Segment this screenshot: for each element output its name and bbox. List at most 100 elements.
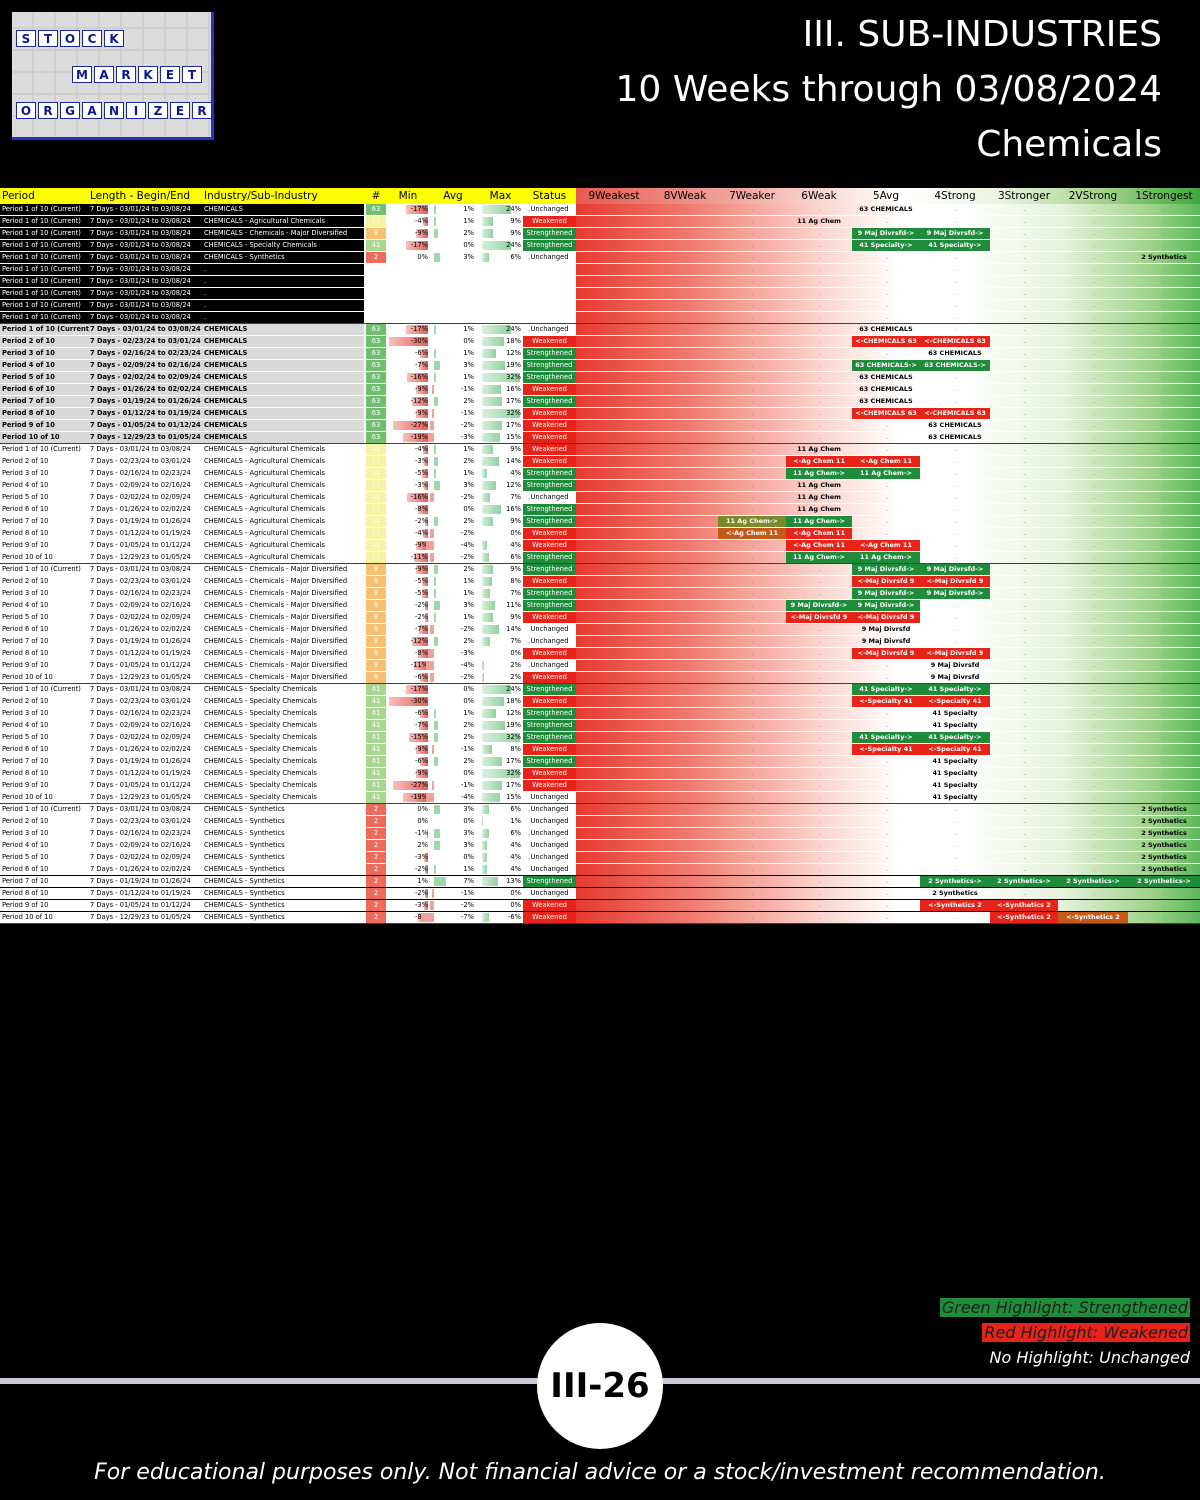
status-badge: Weakened — [523, 576, 576, 587]
count-cell: 41 — [366, 768, 386, 779]
empty-dot: . — [1024, 518, 1026, 525]
cell: 7 Days - 02/23/24 to 03/01/24 — [90, 577, 191, 585]
count-cell: 11 — [366, 468, 386, 479]
empty-dot: . — [685, 314, 687, 321]
avg-value: 2% — [463, 397, 474, 405]
cell: CHEMICALS — [204, 409, 248, 417]
avg-value: 3% — [463, 841, 474, 849]
empty-dot: . — [614, 914, 616, 921]
min-bar — [418, 721, 428, 730]
empty-dot: . — [685, 398, 687, 405]
avg-value: -2% — [460, 553, 474, 561]
empty-dot: . — [819, 362, 821, 369]
cell: 7 Days - 03/01/24 to 03/08/24 — [90, 289, 191, 297]
cell: CHEMICALS - Agricultural Chemicals — [204, 517, 325, 525]
min-value: -1% — [414, 829, 428, 837]
empty-dot: . — [1093, 350, 1095, 357]
status-badge: Weakened — [523, 336, 576, 347]
strength-marker: <-Specialty 41 — [920, 744, 990, 755]
empty-dot: . — [614, 770, 616, 777]
cell: CHEMICALS - Specialty Chemicals — [204, 745, 317, 753]
strength-marker: 41 Specialty — [932, 721, 978, 729]
min-bar — [424, 853, 428, 862]
max-value: 2% — [510, 673, 521, 681]
empty-dot: . — [819, 374, 821, 381]
status-badge: Unchanged — [530, 637, 569, 645]
empty-dot: . — [1164, 446, 1166, 453]
empty-dot: . — [819, 818, 821, 825]
avg-value: -2% — [460, 673, 474, 681]
status-badge: Unchanged — [530, 793, 569, 801]
empty-dot: . — [614, 830, 616, 837]
empty-dot: . — [1093, 626, 1095, 633]
table-row: Period 9 of 10 7 Days - 01/05/24 to 01/12… — [0, 900, 1200, 912]
cell: CHEMICALS — [204, 349, 248, 357]
min-value: -6% — [414, 349, 428, 357]
min-bar — [418, 625, 428, 634]
avg-bar — [434, 361, 440, 370]
status-badge: Strengthened — [523, 240, 576, 251]
cell: CHEMICALS — [204, 205, 243, 213]
strength-marker: 11 Ag Chem — [797, 445, 841, 453]
empty-dot: . — [819, 506, 821, 513]
empty-dot: . — [752, 650, 754, 657]
empty-dot: . — [1093, 302, 1095, 309]
min-value: -2% — [414, 601, 428, 609]
avg-bar — [434, 841, 440, 850]
empty-dot: . — [1024, 806, 1026, 813]
cell: Period 6 of 10 — [2, 865, 49, 873]
legend-strengthened: Green Highlight: Strengthened — [939, 1298, 1190, 1317]
empty-dot: . — [1164, 590, 1166, 597]
empty-dot: . — [1024, 386, 1026, 393]
strength-marker: <-Synthetics 2 — [990, 900, 1058, 911]
count-cell: 9 — [366, 228, 386, 239]
empty-dot: . — [955, 554, 957, 561]
cell: Period 8 of 10 — [2, 529, 49, 537]
cell: Period 1 of 10 (Current) — [2, 229, 81, 237]
empty-dot: . — [614, 650, 616, 657]
table-row: Period 2 of 10 7 Days - 02/23/24 to 03/01… — [0, 456, 1200, 468]
table-row: Period 10 of 10 7 Days - 12/29/23 to 01/0… — [0, 672, 1200, 684]
strength-marker: 63 CHEMICALS — [928, 349, 982, 357]
count-cell: 2 — [366, 840, 386, 851]
table-row: Period 3 of 10 7 Days - 02/16/24 to 02/23… — [0, 588, 1200, 600]
empty-dot: . — [1093, 314, 1095, 321]
avg-bar — [430, 673, 434, 682]
empty-dot: . — [1024, 770, 1026, 777]
empty-dot: . — [685, 746, 687, 753]
empty-dot: . — [819, 698, 821, 705]
cell: 7 Days - 03/01/24 to 03/08/24 — [90, 805, 191, 813]
column-header: 6Weak — [801, 190, 837, 202]
table-row: Period 1 of 10 (Current) 7 Days - 03/01/2… — [0, 228, 1200, 240]
empty-dot: . — [752, 710, 754, 717]
logo-letter: K — [104, 30, 124, 47]
empty-dot: . — [1093, 554, 1095, 561]
max-value: 0% — [510, 889, 521, 897]
max-value: 9% — [510, 517, 521, 525]
empty-dot: . — [1093, 470, 1095, 477]
empty-dot: . — [752, 350, 754, 357]
table-row: Period 10 of 10 7 Days - 12/29/23 to 01/0… — [0, 912, 1200, 924]
logo-letter: Z — [148, 102, 168, 119]
empty-dot: . — [886, 530, 888, 537]
empty-dot: . — [955, 674, 957, 681]
avg-value: 0% — [463, 769, 474, 777]
empty-dot: . — [685, 338, 687, 345]
cell: Period 8 of 10 — [2, 409, 55, 417]
empty-dot: . — [1093, 530, 1095, 537]
cell: CHEMICALS — [204, 433, 248, 441]
count-cell: 63 — [366, 324, 386, 335]
empty-dot: . — [752, 554, 754, 561]
min-bar — [389, 337, 428, 346]
cell: Period 5 of 10 — [2, 493, 49, 501]
table-row: Period 6 of 10 7 Days - 01/26/24 to 02/02… — [0, 864, 1200, 876]
empty-dot: . — [819, 398, 821, 405]
avg-value: -1% — [460, 781, 474, 789]
status-badge: Weakened — [523, 648, 576, 659]
empty-dot: . — [1024, 314, 1026, 321]
empty-dot: . — [685, 914, 687, 921]
cell: Period 9 of 10 — [2, 781, 49, 789]
empty-dot: . — [1093, 566, 1095, 573]
empty-dot: . — [685, 266, 687, 273]
max-bar — [482, 877, 498, 886]
